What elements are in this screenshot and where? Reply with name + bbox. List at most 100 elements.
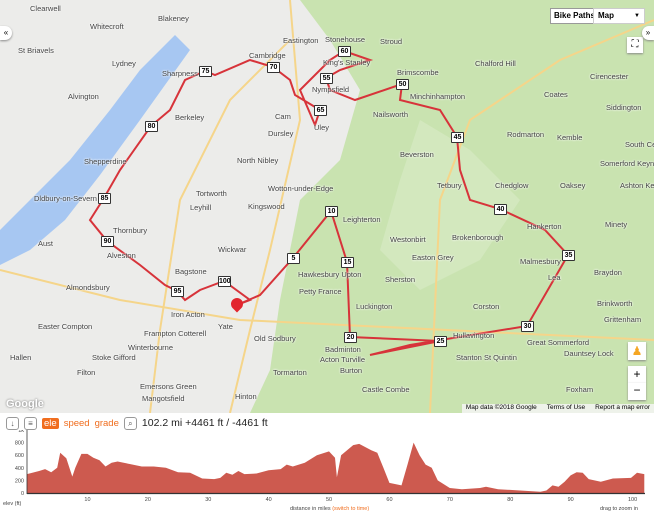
place-label: Kingswood — [248, 202, 285, 211]
expand-left-icon[interactable]: « — [0, 26, 12, 40]
elevation-area — [27, 442, 645, 493]
place-label: Foxham — [566, 385, 594, 394]
place-label: Whitecroft — [90, 22, 124, 31]
place-label: Cirencester — [590, 72, 629, 81]
place-label: Burton — [340, 366, 363, 375]
place-label: Hankerton — [527, 222, 562, 231]
place-label: Winterbourne — [128, 343, 174, 352]
place-label: Corston — [473, 302, 500, 311]
place-label: Old Sodbury — [254, 334, 296, 343]
place-label: Hullavington — [453, 331, 495, 340]
place-label: Cam — [275, 112, 291, 121]
terms-link[interactable]: Terms of Use — [546, 404, 586, 411]
place-label: Tortworth — [196, 189, 227, 198]
x-tick-label: 20 — [145, 497, 151, 503]
mile-marker: 80 — [145, 121, 158, 132]
place-label: Stanton St Quintin — [456, 353, 517, 362]
place-label: Badminton — [325, 345, 361, 354]
place-label: Frampton Cotterell — [144, 329, 207, 338]
zoom-icon[interactable]: ⌕ — [123, 416, 137, 430]
x-tick-label: 60 — [386, 497, 392, 503]
mile-marker: 75 — [199, 66, 212, 77]
place-label: Clearwell — [30, 4, 61, 13]
map-type-value: Map — [598, 11, 614, 20]
place-label: Somerford Keynes — [600, 159, 654, 168]
place-label: Petty France — [299, 287, 342, 296]
mile-marker: 65 — [314, 105, 327, 116]
map-type-select[interactable]: Map ▼ — [593, 8, 645, 24]
y-tick-label: 200 — [15, 478, 24, 484]
place-label: Lea — [548, 273, 561, 282]
place-label: Hallen — [10, 353, 32, 362]
place-label: King's Stanley — [323, 58, 371, 67]
x-tick-label: 10 — [84, 497, 90, 503]
place-label: Dldbury-on-Severn — [34, 194, 97, 203]
expand-right-icon[interactable]: » — [642, 26, 654, 40]
pegman-icon[interactable]: ♟ — [628, 342, 646, 360]
mile-marker: 15 — [341, 257, 354, 268]
profile-toolbar: ↓ ≡ ele speed grade ⌕ 102.2 mi +4461 ft … — [6, 415, 268, 431]
place-label: Wickwar — [218, 245, 247, 254]
place-label: Beverston — [400, 150, 434, 159]
place-label: Blakeney — [158, 14, 189, 23]
place-label: Hawkesbury Upton — [298, 270, 362, 279]
tab-ele[interactable]: ele — [42, 417, 59, 429]
y-tick-label: 0 — [21, 491, 24, 497]
place-label: Mangotsfield — [142, 394, 185, 403]
place-label: Berkeley — [175, 113, 205, 122]
place-label: Malmesbury — [520, 257, 561, 266]
x-tick-label: 70 — [447, 497, 453, 503]
place-label: Minety — [605, 220, 628, 229]
elevation-chart[interactable]: 10 20 30 40 50 60 70 80 90 100 0 200 400 600 800 1k ele… — [0, 430, 654, 518]
place-label: Lydney — [112, 59, 136, 68]
place-label: Luckington — [356, 302, 393, 311]
place-label: Dursley — [268, 129, 294, 138]
place-label: Kemble — [557, 133, 583, 142]
x-tick-label: 90 — [568, 497, 574, 503]
place-label: Minchinhampton — [410, 92, 466, 101]
place-label: Aust — [38, 239, 54, 248]
mile-marker: 45 — [451, 132, 464, 143]
chevron-down-icon: ▼ — [634, 13, 640, 19]
place-label: Uley — [314, 123, 330, 132]
tab-speed[interactable]: speed — [63, 417, 90, 429]
place-label: Alveston — [107, 251, 136, 260]
place-label: Almondsbury — [66, 283, 110, 292]
y-tick-label: 1k — [18, 430, 24, 434]
fullscreen-button[interactable]: ⛶ — [627, 37, 643, 53]
switch-to-time-link[interactable]: (switch to time) — [332, 506, 369, 512]
menu-icon[interactable]: ≡ — [24, 416, 37, 430]
download-icon[interactable]: ↓ — [6, 416, 19, 430]
x-tick-label: 30 — [205, 497, 211, 503]
x-tick-label: 80 — [507, 497, 513, 503]
place-label: Alvington — [68, 92, 99, 101]
report-link[interactable]: Report a map error — [595, 404, 650, 411]
copyright-text: Map data ©2018 Google — [465, 404, 537, 411]
map[interactable]: Clearwell Blakeney Whitecroft St Briavels Ly… — [0, 0, 654, 413]
place-label: Iron Acton — [171, 310, 205, 319]
place-label: North Nibley — [237, 156, 279, 165]
zoom-out-button[interactable]: − — [628, 383, 646, 400]
place-label: Oaksey — [560, 181, 586, 190]
place-label: Wotton-under-Edge — [268, 184, 334, 193]
place-label: Westonbirt — [390, 235, 426, 244]
place-label: Eastington — [283, 36, 319, 45]
zoom-in-button[interactable]: + — [628, 366, 646, 383]
place-label: Stonehouse — [325, 35, 366, 44]
place-label: Thornbury — [113, 226, 148, 235]
mile-marker: 5 — [287, 253, 300, 264]
mile-marker: 30 — [521, 321, 534, 332]
mile-marker: 60 — [338, 46, 351, 57]
place-label: Sharpness — [162, 69, 198, 78]
place-label: Brokenborough — [452, 233, 504, 242]
place-label: Braydon — [594, 268, 622, 277]
bike-paths-button[interactable]: Bike Paths — [550, 8, 599, 24]
drag-hint: drag to zoom in — [600, 506, 638, 512]
place-label: Nailsworth — [373, 110, 409, 119]
x-tick-label: 50 — [326, 497, 332, 503]
mile-marker: 90 — [101, 236, 114, 247]
x-tick-label: 100 — [628, 497, 637, 503]
attribution: Map data ©2018 Google Terms of Use Repor… — [461, 404, 654, 413]
tab-grade[interactable]: grade — [94, 417, 119, 429]
place-label: Dauntsey Lock — [564, 349, 614, 358]
